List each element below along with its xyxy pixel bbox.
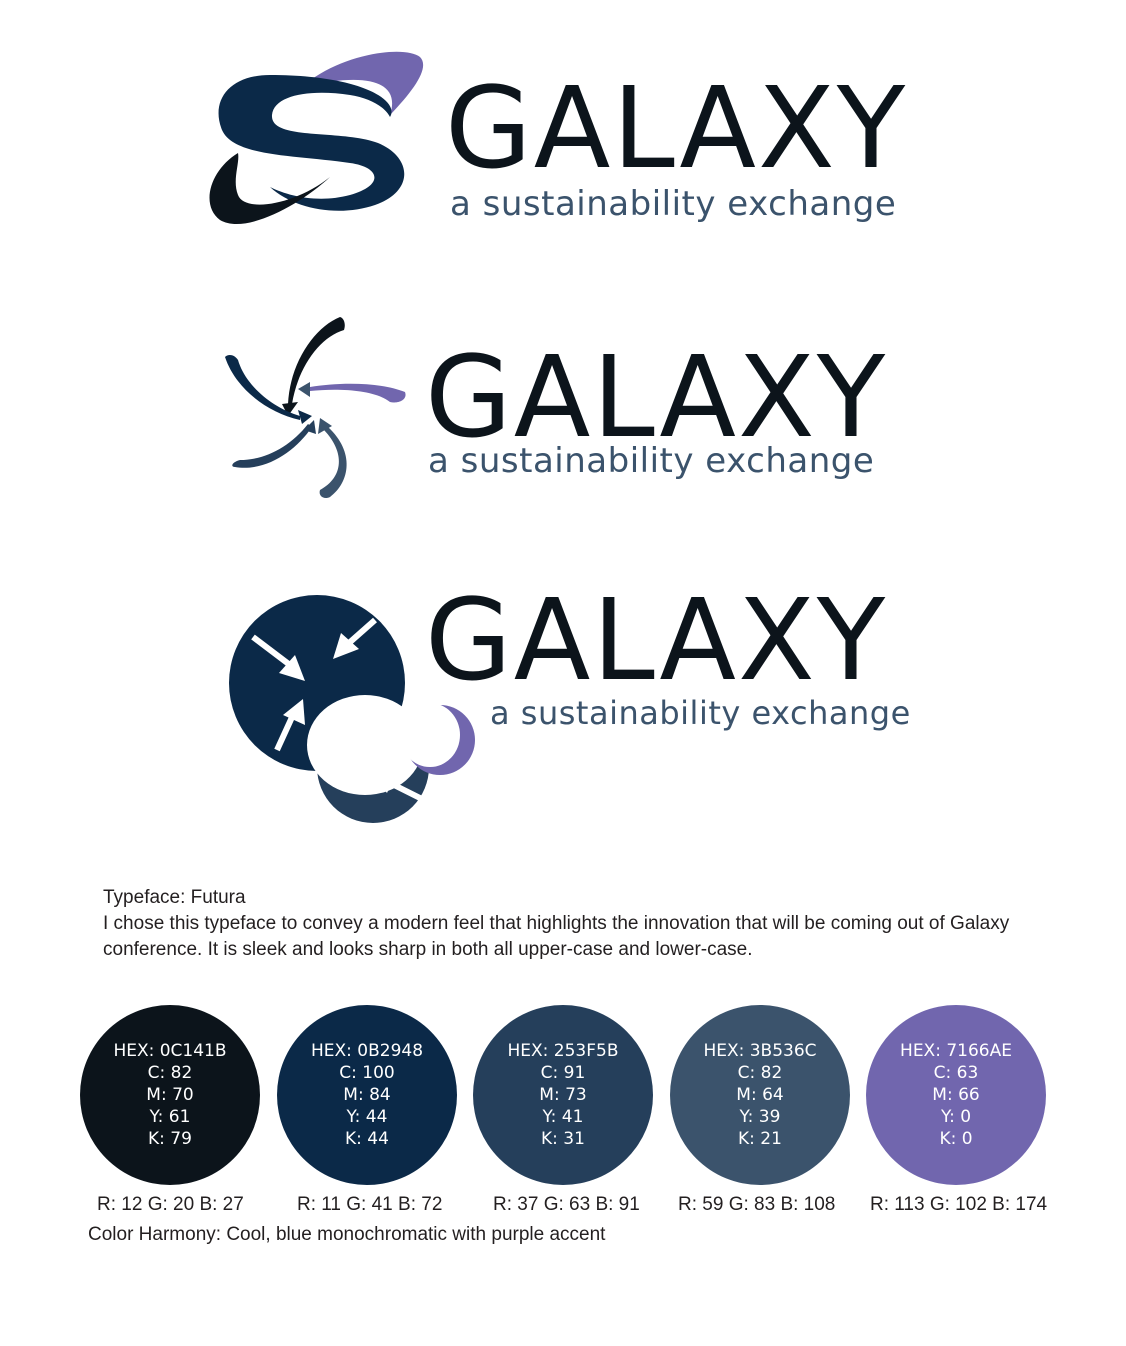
swatch-rgb: R: 59 G: 83 B: 108 xyxy=(678,1194,836,1215)
color-swatch: HEX: 3B536C C: 82 M: 64 Y: 39 K: 21 xyxy=(670,1005,850,1185)
swatch-k: K: 21 xyxy=(738,1129,782,1149)
logo-tagline: a sustainability exchange xyxy=(450,184,897,224)
swatch-m: M: 73 xyxy=(539,1085,587,1105)
swatch-c: C: 91 xyxy=(540,1063,586,1083)
swatch-y: Y: 0 xyxy=(940,1107,972,1127)
swatch-k: K: 0 xyxy=(939,1129,973,1149)
logo-pinwheel: GALAXY a sustainability exchange xyxy=(220,312,920,512)
swatch-c: C: 82 xyxy=(147,1063,193,1083)
swatch-y: Y: 44 xyxy=(346,1107,388,1127)
logo-wordmark: GALAXY xyxy=(445,64,908,194)
swatch-c: C: 100 xyxy=(339,1063,395,1083)
swatch-k: K: 44 xyxy=(345,1129,389,1149)
typeface-description: I chose this typeface to convey a modern… xyxy=(103,913,1010,960)
logo-tagline: a sustainability exchange xyxy=(428,441,875,481)
logo-circles: GALAXY a sustainability exchange xyxy=(225,585,925,825)
swatch-rgb: R: 37 G: 63 B: 91 xyxy=(493,1194,640,1215)
color-swatch: HEX: 253F5B C: 91 M: 73 Y: 41 K: 31 xyxy=(473,1005,653,1185)
swatch-y: Y: 41 xyxy=(542,1107,584,1127)
swatch-rgb: R: 12 G: 20 B: 27 xyxy=(97,1194,244,1215)
swatch-hex: HEX: 253F5B xyxy=(507,1041,619,1061)
swatch-y: Y: 39 xyxy=(739,1107,781,1127)
swatch-hex: HEX: 0C141B xyxy=(113,1041,227,1061)
swoosh-mark-icon xyxy=(209,51,424,225)
circles-mark-icon xyxy=(229,595,475,823)
logo-wordmark: GALAXY xyxy=(425,333,888,463)
swatch-m: M: 84 xyxy=(343,1085,391,1105)
color-swatch: HEX: 7166AE C: 63 M: 66 Y: 0 K: 0 xyxy=(866,1005,1046,1185)
swatch-rgb: R: 11 G: 41 B: 72 xyxy=(297,1194,443,1215)
swatch-k: K: 79 xyxy=(148,1129,192,1149)
swatch-k: K: 31 xyxy=(541,1129,585,1149)
pinwheel-mark-icon xyxy=(225,317,406,499)
swatch-rgb: R: 113 G: 102 B: 174 xyxy=(870,1194,1048,1215)
swatch-hex: HEX: 7166AE xyxy=(900,1041,1012,1061)
swatch-hex: HEX: 3B536C xyxy=(703,1041,817,1061)
color-swatch: HEX: 0B2948 C: 100 M: 84 Y: 44 K: 44 xyxy=(277,1005,457,1185)
typeface-heading: Typeface: Futura xyxy=(103,887,246,908)
typeface-section: Typeface: Futura I chose this typeface t… xyxy=(103,885,1043,963)
color-swatch: HEX: 0C141B C: 82 M: 70 Y: 61 K: 79 xyxy=(80,1005,260,1185)
logo-wordmark: GALAXY xyxy=(425,576,888,706)
swatch-c: C: 63 xyxy=(933,1063,979,1083)
swatch-m: M: 64 xyxy=(736,1085,784,1105)
logo-tagline: a sustainability exchange xyxy=(490,694,911,732)
swatch-c: C: 82 xyxy=(737,1063,783,1083)
swatch-m: M: 66 xyxy=(932,1085,980,1105)
color-harmony: Color Harmony: Cool, blue monochromatic … xyxy=(88,1224,606,1245)
swatch-m: M: 70 xyxy=(146,1085,194,1105)
logo-swoosh: GALAXY a sustainability exchange xyxy=(200,45,920,235)
swatch-y: Y: 61 xyxy=(149,1107,191,1127)
swatch-hex: HEX: 0B2948 xyxy=(310,1041,424,1061)
